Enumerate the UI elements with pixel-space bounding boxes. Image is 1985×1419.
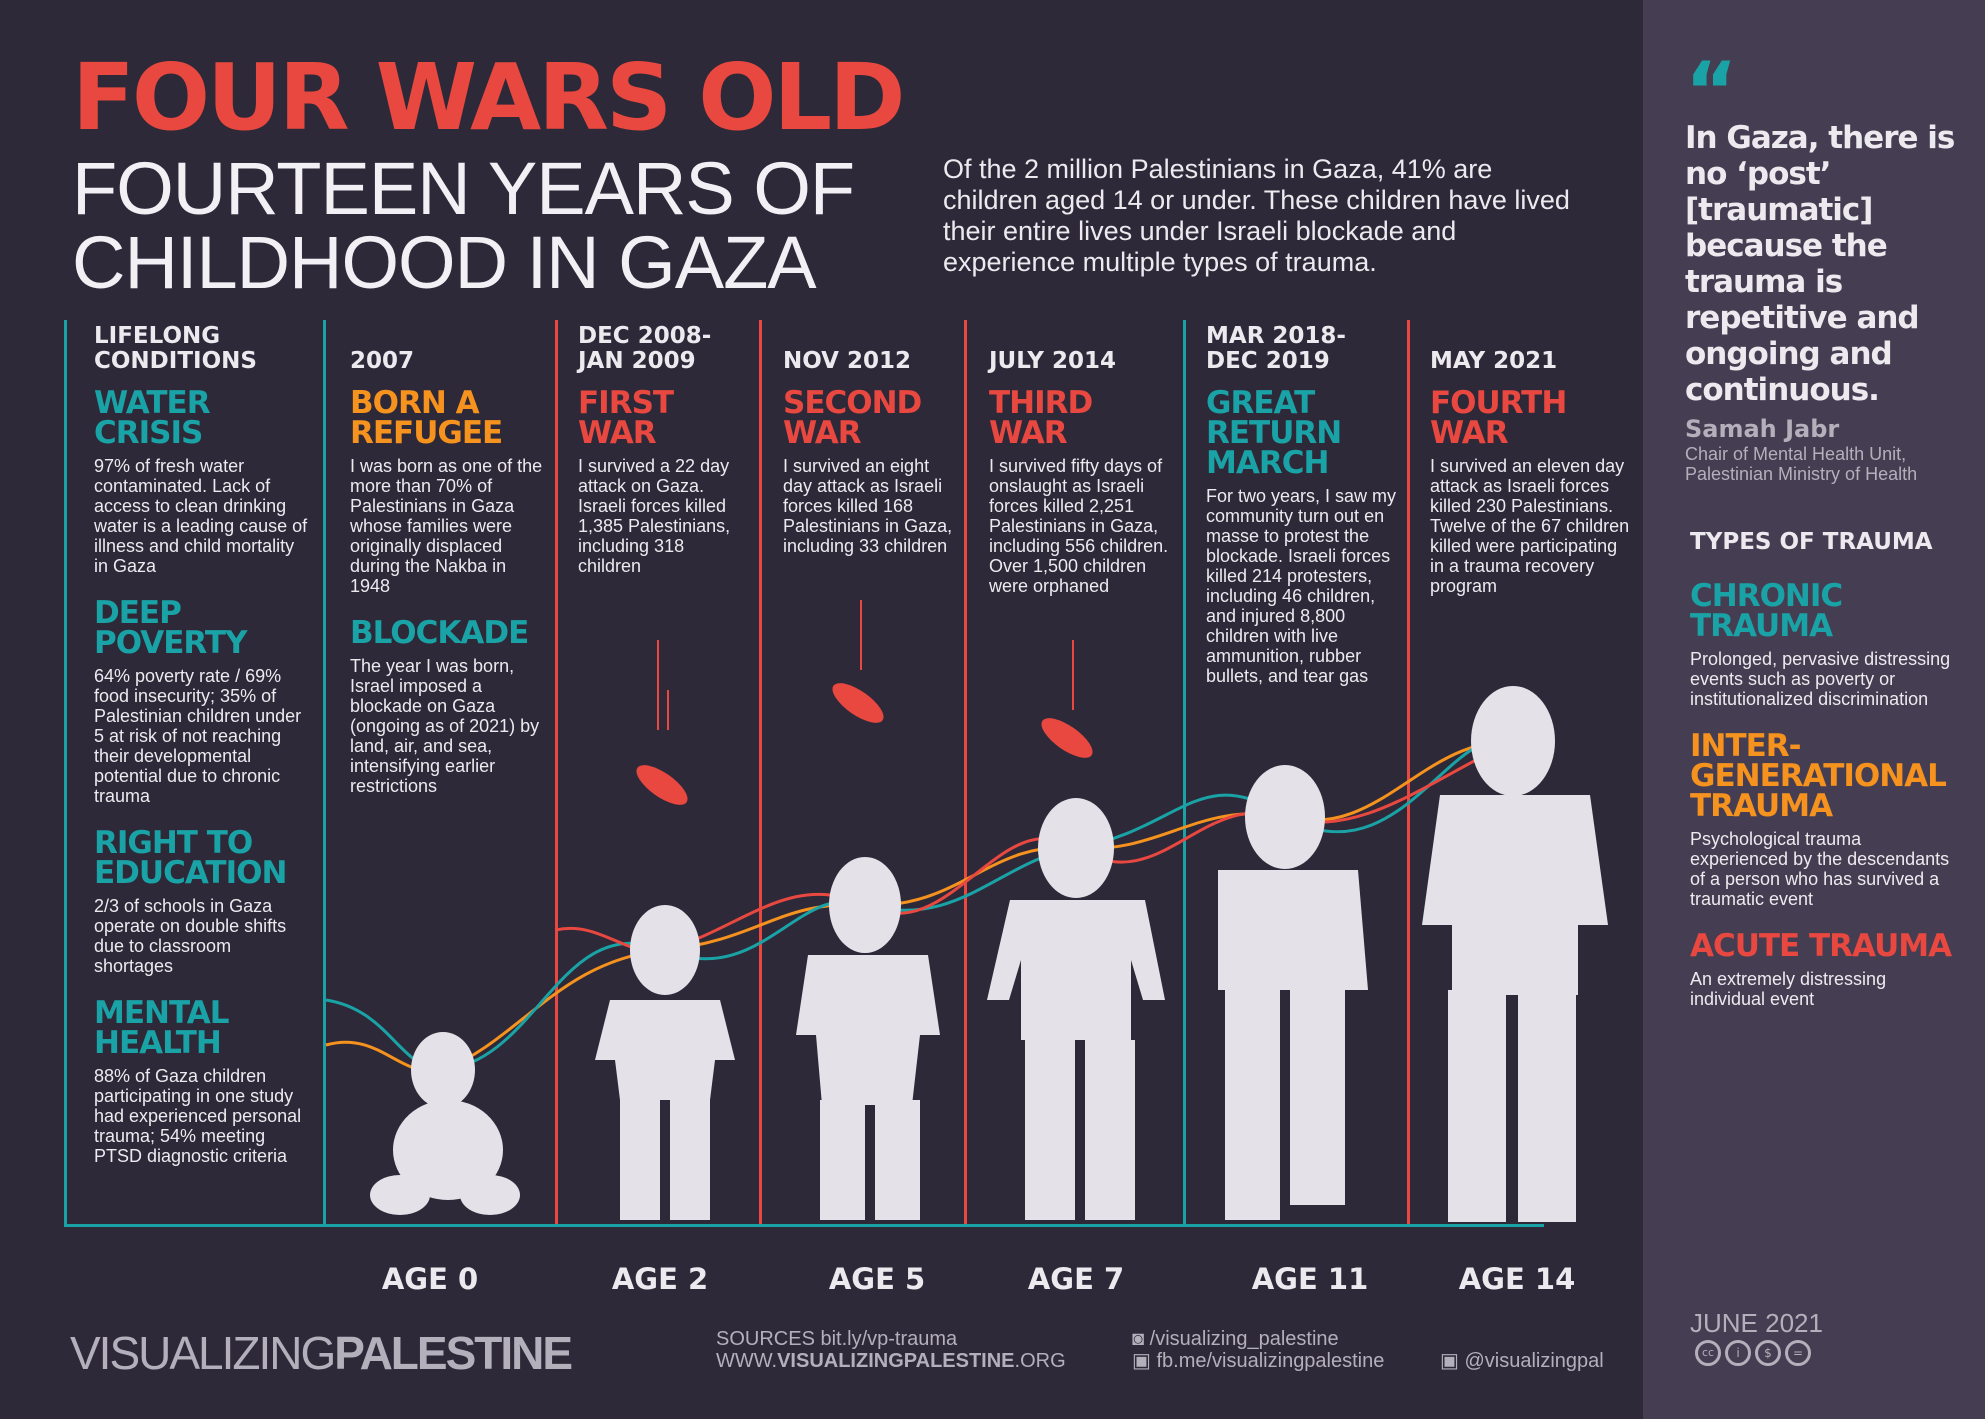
social-links: ◙ /visualizing_palestine ▣ fb.me/visuali…	[1132, 1328, 1384, 1372]
website-link[interactable]: WWW.VISUALIZINGPALESTINE.ORG	[716, 1350, 1066, 1372]
condition-education: RIGHT TO EDUCATION 2/3 of schools in Gaza…	[94, 825, 287, 977]
sources-link[interactable]: SOURCES bit.ly/vp-trauma	[716, 1328, 958, 1350]
instagram-icon: ◙	[1132, 1328, 1145, 1350]
divider	[1183, 320, 1186, 1225]
divider	[323, 320, 326, 1225]
nd-icon: =	[1785, 1340, 1811, 1366]
condition-water: WATER CRISIS 97% of fresh water contamina…	[94, 385, 308, 577]
facebook-icon: ▣	[1132, 1350, 1151, 1372]
age-label: AGE 0	[381, 1262, 479, 1296]
sidebar-content: “ In Gaza, there is no ‘post’ [traumatic…	[1685, 45, 1977, 1031]
license-icons: cc i $ =	[1695, 1340, 1811, 1366]
timeline-2007: 2007 BORN A REFUGEE I was born as one of …	[350, 348, 543, 797]
age-label: AGE 11	[1251, 1262, 1369, 1296]
figure-age-0	[370, 1032, 520, 1215]
bomb-icon	[1041, 640, 1093, 758]
figure-age-14	[1422, 686, 1608, 1222]
intro-text: Of the 2 million Palestinians in Gaza, 4…	[943, 154, 1570, 277]
lifelong-conditions-column: LIFELONG CONDITIONS WATER CRISIS 97% of f…	[94, 323, 308, 1167]
sidebar	[1643, 0, 1985, 1419]
publish-date: JUNE 2021	[1690, 1308, 1823, 1338]
age-label: AGE 5	[828, 1262, 926, 1296]
subtitle: FOURTEEN YEARS OF CHILDHOOD IN GAZA	[72, 147, 855, 304]
bomb-icon	[832, 600, 884, 723]
divider	[1407, 320, 1410, 1225]
divider	[964, 320, 967, 1225]
twitter-icon: ▣	[1440, 1350, 1459, 1372]
timeline-third-war: JULY 2014 THIRD WAR I survived fifty days…	[989, 348, 1169, 597]
age-label: AGE 7	[1027, 1262, 1125, 1296]
facebook-link[interactable]: ▣ fb.me/visualizingpalestine	[1132, 1350, 1385, 1372]
illustration	[325, 600, 1608, 1222]
divider	[759, 320, 762, 1225]
bomb-icon	[636, 640, 688, 805]
quote-author-role: Chair of Mental Health Unit, Palestinian…	[1685, 444, 1918, 484]
logo: VISUALIZINGPALESTINE	[70, 1327, 573, 1379]
by-icon: i	[1725, 1340, 1751, 1366]
timeline-fourth-war: MAY 2021 FOURTH WAR I survived an eleven …	[1430, 348, 1630, 597]
age-label: AGE 14	[1458, 1262, 1576, 1296]
timeline-first-war: DEC 2008- JAN 2009 FIRST WAR I survived a…	[578, 323, 731, 577]
quote-icon: “	[1685, 45, 1738, 138]
timeline-baseline	[64, 1224, 1544, 1227]
figure-age-5	[796, 857, 940, 1220]
divider	[64, 320, 67, 1225]
sources: SOURCES bit.ly/vp-trauma WWW.VISUALIZING…	[716, 1328, 1066, 1372]
cc-icon: cc	[1695, 1340, 1721, 1366]
timeline-second-war: NOV 2012 SECOND WAR I survived an eight d…	[783, 348, 953, 557]
trauma-types: TYPES OF TRAUMA CHRONIC TRAUMA Prolonged,…	[1690, 529, 1952, 1010]
main-title: FOUR WARS OLD	[72, 44, 906, 151]
nc-icon: $	[1755, 1340, 1781, 1366]
figure-age-11	[1218, 765, 1368, 1220]
quote-author: Samah Jabr	[1685, 415, 1840, 443]
child-figures	[370, 686, 1608, 1222]
condition-poverty: DEEP POVERTY 64% poverty rate / 69% food …	[94, 595, 302, 807]
timeline-great-return-march: MAR 2018- DEC 2019 GREAT RETURN MARCH For…	[1206, 323, 1397, 687]
instagram-link[interactable]: ◙ /visualizing_palestine	[1132, 1328, 1339, 1350]
quote-text: In Gaza, there is no ‘post’ [traumatic] …	[1685, 120, 1955, 408]
condition-mental-health: MENTAL HEALTH 88% of Gaza children partic…	[94, 995, 302, 1167]
bombs	[636, 600, 1093, 805]
divider	[555, 320, 558, 1225]
twitter-link[interactable]: ▣ @visualizingpal	[1440, 1350, 1604, 1372]
age-label: AGE 2	[611, 1262, 709, 1296]
figure-age-7	[987, 798, 1165, 1220]
figure-age-2	[595, 905, 735, 1220]
